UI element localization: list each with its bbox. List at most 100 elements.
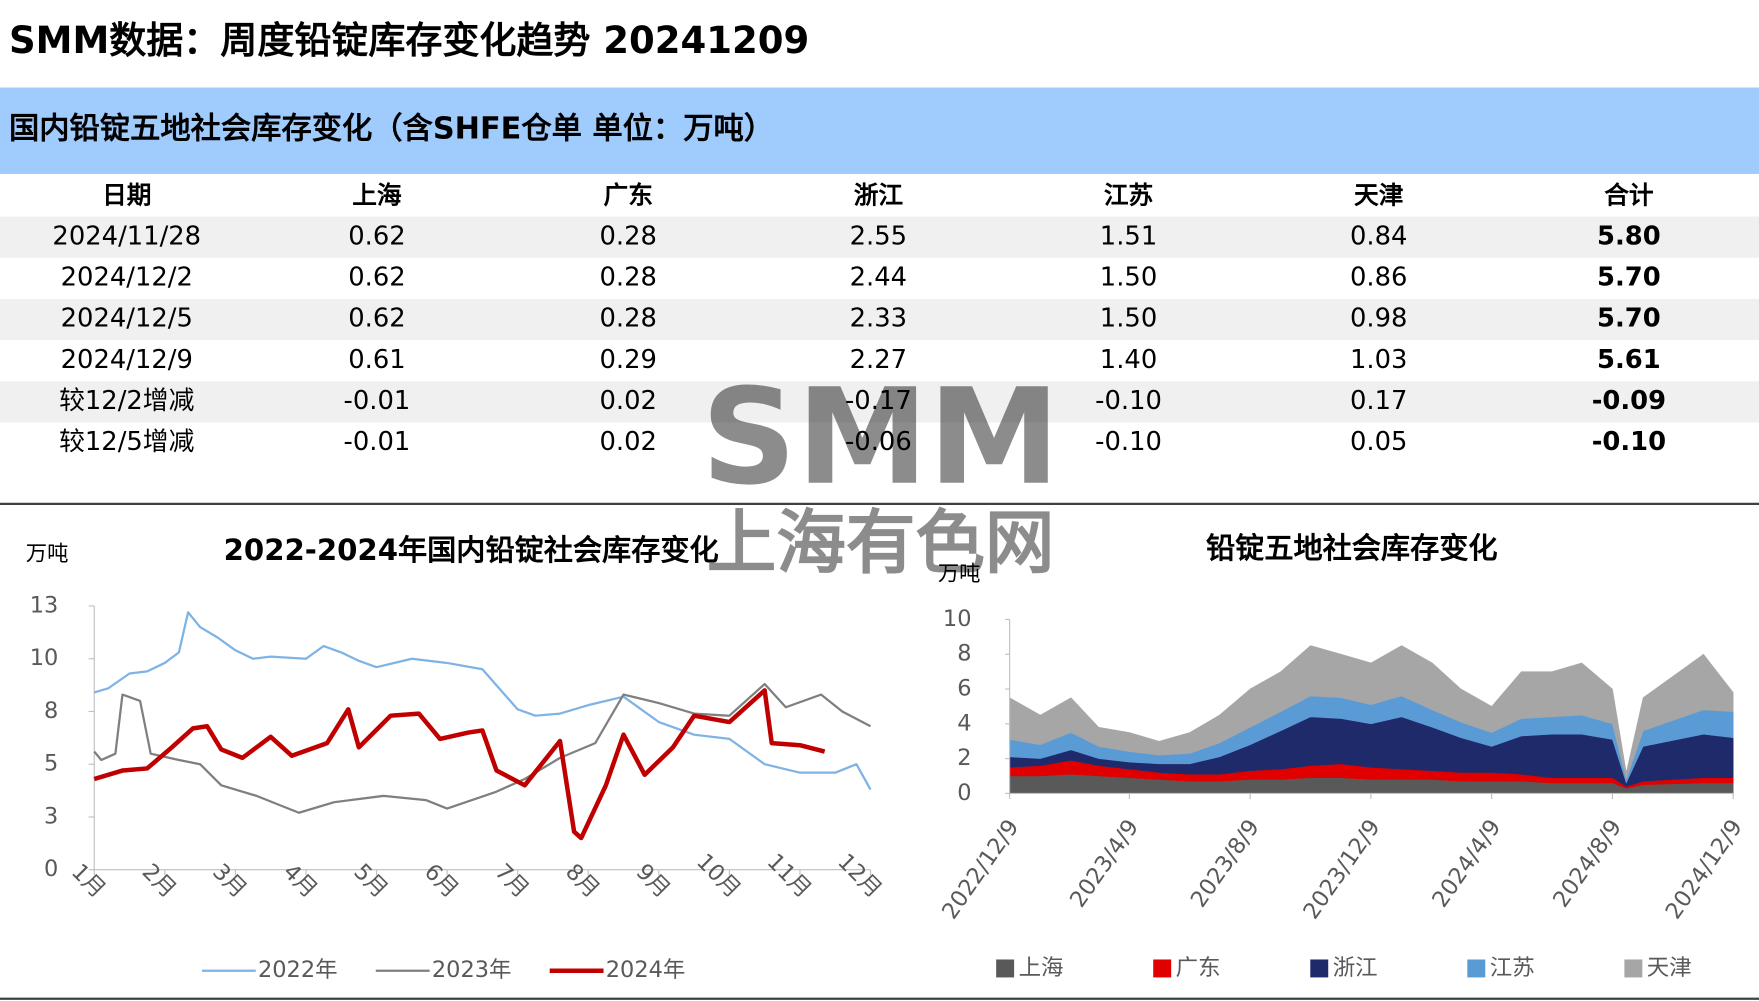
x-tick-label: 5月: [348, 859, 392, 903]
x-tick-label: 3月: [207, 859, 251, 903]
y-tick-label: 5: [44, 751, 58, 777]
legend-swatch: [1467, 959, 1486, 978]
table-cell: 0.86: [1350, 262, 1407, 292]
table-cell: 0.02: [599, 427, 656, 457]
table-cell: 较12/2增减: [59, 386, 195, 416]
table-cell: 2.55: [850, 221, 907, 251]
table-cell: 2.33: [850, 304, 907, 334]
x-tick-label: 2024/8/9: [1548, 815, 1627, 912]
table-cell: 较12/5增减: [59, 427, 195, 457]
table-cell: 2.27: [850, 345, 907, 375]
x-tick-label: 1月: [66, 859, 110, 903]
table-cell: 1.03: [1350, 345, 1407, 375]
table-header: 广东: [604, 180, 653, 209]
x-tick-label: 4月: [278, 859, 322, 903]
table-cell: 0.28: [599, 304, 656, 334]
table-banner: [0, 87, 1759, 174]
table-cell: 0.62: [348, 304, 405, 334]
x-tick-label: 8月: [560, 859, 604, 903]
watermark: SMM: [701, 361, 1060, 515]
table-cell: 5.70: [1597, 262, 1661, 292]
table-cell: 0.62: [348, 262, 405, 292]
table-header: 江苏: [1104, 180, 1154, 209]
table-header: 浙江: [854, 180, 904, 209]
table-header: 合计: [1604, 180, 1654, 209]
table-cell: 5.61: [1597, 345, 1661, 375]
table-cell: -0.17: [845, 386, 912, 416]
legend-label: 上海: [1019, 955, 1064, 981]
legend-label: 浙江: [1333, 955, 1378, 981]
y-tick-label: 2: [957, 745, 971, 771]
table-cell: -0.10: [1592, 427, 1666, 457]
table-caption: 国内铅锭五地社会库存变化（含SHFE仓单 单位：万吨）: [9, 111, 774, 147]
x-tick-label: 2022/12/9: [937, 815, 1024, 924]
x-tick-label: 2023/8/9: [1186, 815, 1265, 912]
legend-label: 2024年: [606, 957, 686, 983]
legend-label: 广东: [1176, 955, 1221, 981]
x-tick-label: 7月: [490, 859, 534, 903]
y-axis-label: 万吨: [26, 541, 69, 566]
table-cell: 0.17: [1350, 386, 1407, 416]
table-cell: 5.80: [1597, 221, 1661, 251]
x-tick-label: 2024/4/9: [1427, 815, 1506, 912]
table-cell: 0.28: [599, 221, 656, 251]
table-cell: 1.51: [1100, 221, 1157, 251]
table-cell: 0.02: [599, 386, 656, 416]
table-cell: -0.06: [845, 427, 912, 457]
y-tick-label: 3: [44, 803, 58, 829]
table-cell: 2.44: [850, 262, 907, 292]
x-tick-label: 11月: [762, 849, 816, 903]
table-header: 上海: [352, 180, 402, 209]
x-tick-label: 10月: [691, 849, 745, 903]
y-tick-label: 10: [30, 645, 59, 671]
table-cell: -0.10: [1095, 427, 1162, 457]
y-tick-label: 0: [957, 780, 971, 806]
legend-label: 2022年: [258, 957, 338, 983]
y-tick-label: 13: [30, 592, 59, 618]
watermark: 上海有色网: [707, 503, 1055, 584]
table-cell: -0.01: [344, 386, 411, 416]
table-cell: 5.70: [1597, 304, 1661, 334]
table-cell: 0.28: [599, 262, 656, 292]
line-series: [93, 682, 872, 814]
chart-title: 铅锭五地社会库存变化: [1206, 531, 1498, 565]
table-cell: 0.62: [348, 221, 405, 251]
y-tick-label: 10: [943, 606, 972, 632]
x-tick-label: 6月: [419, 859, 463, 903]
table-cell: -0.09: [1592, 386, 1666, 416]
area-series: [1009, 645, 1734, 781]
table-cell: 2024/12/2: [61, 262, 193, 292]
y-axis-label: 万吨: [938, 562, 981, 587]
x-tick-label: 12月: [832, 849, 886, 903]
table-cell: -0.01: [344, 427, 411, 457]
table-cell: 2024/12/5: [61, 304, 193, 334]
y-tick-label: 8: [957, 641, 971, 667]
table-cell: 0.61: [348, 345, 405, 375]
legend-swatch: [996, 959, 1015, 978]
legend-swatch: [1310, 959, 1329, 978]
table-cell: 0.29: [599, 345, 656, 375]
x-tick-label: 9月: [631, 859, 675, 903]
table-cell: 1.40: [1100, 345, 1157, 375]
table-row-bg: [0, 298, 1759, 341]
y-tick-label: 4: [957, 710, 971, 736]
x-tick-label: 2023/12/9: [1298, 815, 1385, 924]
y-tick-label: 8: [44, 698, 58, 724]
table-cell: 2024/11/28: [52, 221, 201, 251]
legend-label: 江苏: [1490, 955, 1535, 981]
table-cell: 2024/12/9: [61, 345, 193, 375]
x-tick-label: 2024/12/9: [1661, 815, 1748, 924]
x-tick-label: 2023/4/9: [1065, 815, 1144, 912]
table-row-bg: [0, 381, 1759, 423]
table-row-bg: [0, 216, 1759, 258]
table-header: 日期: [102, 180, 151, 209]
legend-label: 天津: [1647, 955, 1692, 981]
line-series: [93, 688, 826, 841]
legend-swatch: [1153, 959, 1172, 978]
page-title: SMM数据：周度铅锭库存变化趋势 20241209: [9, 19, 809, 62]
chart-title: 2022-2024年国内铅锭社会库存变化: [224, 533, 719, 567]
y-tick-label: 0: [44, 856, 58, 882]
table-cell: -0.10: [1095, 386, 1162, 416]
